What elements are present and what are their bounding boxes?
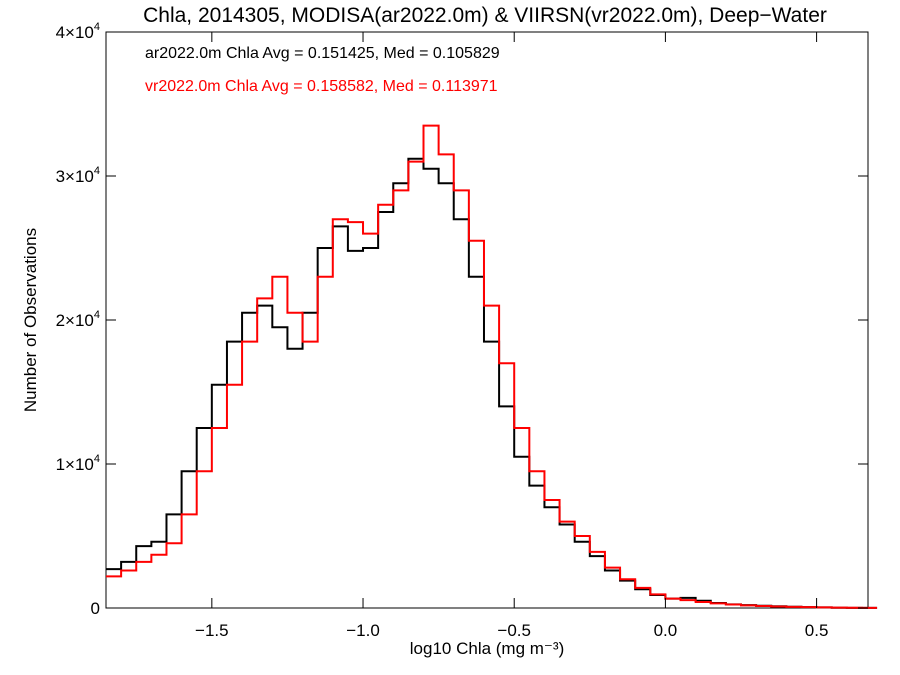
annotation-ar2022: ar2022.0m Chla Avg = 0.151425, Med = 0.1… (145, 45, 500, 62)
y-tick-label-1: 1×104 (56, 453, 100, 474)
x-tick-label-2: −0.5 (497, 621, 531, 640)
x-tick-label-0: −1.5 (195, 621, 229, 640)
annotation-vr2022: vr2022.0m Chla Avg = 0.158582, Med = 0.1… (145, 78, 498, 95)
y-axis-label: Number of Observations (21, 228, 40, 412)
x-tick-label-3: 0.0 (654, 621, 678, 640)
x-tick-label-4: 0.5 (805, 621, 829, 640)
series-line-1 (106, 124, 878, 609)
y-tick-label-2: 2×104 (56, 309, 100, 330)
x-axis-label: log10 Chla (mg m⁻³) (410, 639, 564, 658)
y-tick-label-4: 4×104 (56, 21, 100, 42)
series-line-0 (106, 157, 878, 609)
chart-title: Chla, 2014305, MODISA(ar2022.0m) & VIIRS… (143, 4, 827, 27)
y-tick-label-0: 0 (91, 599, 100, 618)
y-tick-label-3: 3×104 (56, 165, 100, 186)
plot-frame (105, 31, 869, 609)
x-tick-label-1: −1.0 (346, 621, 380, 640)
series-layer (106, 124, 878, 609)
axes-layer: −1.5 −1.0 −0.5 0.0 0.5 0 1×104 2×104 3×104 4×104 (56, 21, 868, 640)
